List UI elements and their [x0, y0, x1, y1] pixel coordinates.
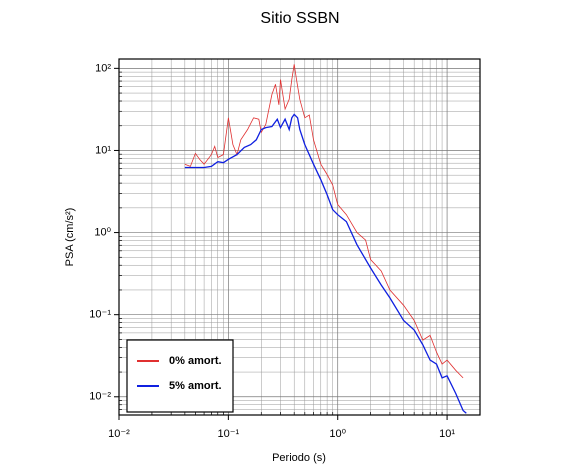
legend-label: 0% amort.	[169, 355, 222, 367]
x-tick-label: 10⁰	[329, 428, 346, 440]
plot-frame	[118, 58, 481, 416]
y-tick-label: 10²	[95, 62, 111, 74]
x-tick-label: 10⁻¹	[218, 428, 240, 440]
legend-box	[126, 339, 234, 413]
series-line	[184, 113, 467, 414]
x-tick-label: 10⁻²	[108, 428, 130, 440]
y-axis-label: PSA (cm/s²)	[64, 208, 76, 267]
y-tick-label: 10⁰	[94, 226, 111, 238]
y-tick-label: 10¹	[95, 144, 111, 156]
chart-title: Sitio SSBN	[260, 10, 339, 27]
legend-label: 5% amort.	[169, 380, 222, 392]
y-tick-label: 10⁻¹	[89, 309, 111, 321]
series-line	[184, 64, 464, 379]
y-tick-label: 10⁻²	[89, 391, 111, 403]
x-tick-label: 10¹	[439, 428, 455, 440]
x-axis-label: Periodo (s)	[272, 452, 326, 464]
